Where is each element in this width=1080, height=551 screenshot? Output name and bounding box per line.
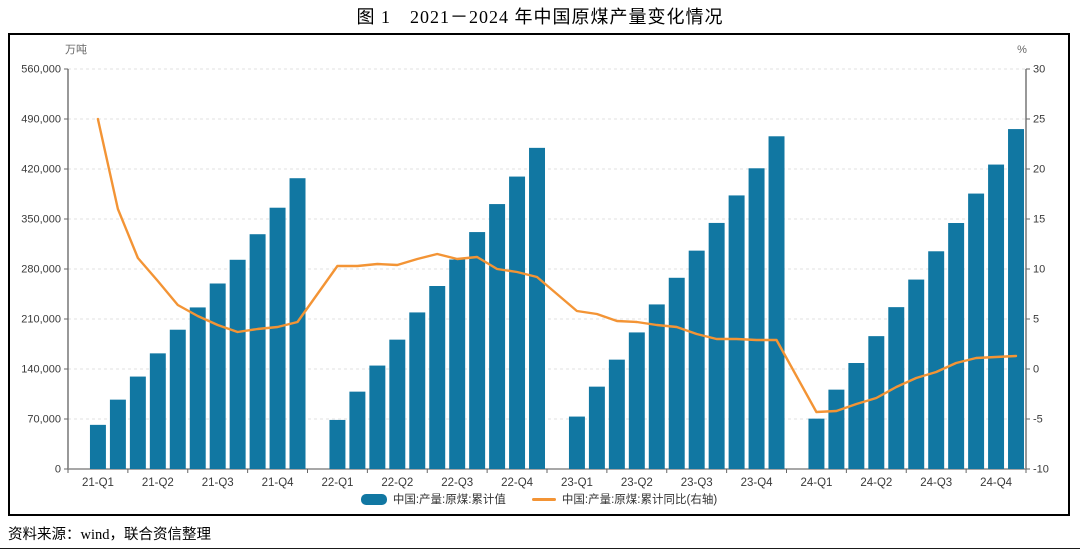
bar-series-swatch [360, 493, 387, 505]
bar-2023-02 [568, 416, 585, 469]
svg-text:22-Q2: 22-Q2 [381, 477, 413, 489]
bar-2024-02 [808, 418, 825, 469]
svg-text:22-Q4: 22-Q4 [501, 477, 534, 489]
bar-2024-04 [848, 363, 865, 469]
bar-2021-07 [189, 307, 206, 469]
bar-2024-10 [968, 193, 985, 470]
svg-text:24-Q1: 24-Q1 [800, 477, 832, 489]
svg-text:23-Q3: 23-Q3 [681, 477, 713, 489]
legend-item-yoy: 中国:产量:原煤:累计同比(右轴) [531, 491, 718, 507]
svg-text:23-Q2: 23-Q2 [621, 477, 653, 489]
svg-text:21-Q2: 21-Q2 [142, 477, 174, 489]
bars-cumulative-production [89, 129, 1025, 470]
svg-text:-10: -10 [1033, 464, 1049, 476]
bar-2022-06 [409, 312, 426, 469]
bar-2022-05 [389, 339, 406, 469]
bar-2021-12 [289, 178, 306, 469]
bar-2024-03 [828, 389, 845, 469]
bar-2021-04 [129, 376, 146, 469]
bar-2024-12 [1008, 129, 1025, 470]
bottom-divider [0, 548, 1080, 549]
svg-text:30: 30 [1033, 64, 1045, 76]
bar-2024-09 [948, 223, 965, 469]
bar-2021-02 [89, 424, 106, 469]
bar-series-label: 中国:产量:原煤:累计值 [392, 494, 506, 506]
svg-text:15: 15 [1033, 214, 1045, 226]
bar-2023-05 [628, 332, 645, 469]
svg-text:490,000: 490,000 [21, 114, 61, 126]
bar-2022-07 [429, 286, 446, 469]
bar-2023-08 [688, 250, 705, 469]
bar-2021-10 [249, 234, 266, 469]
bar-2023-12 [768, 136, 785, 469]
svg-text:0: 0 [1033, 364, 1039, 376]
svg-text:70,000: 70,000 [27, 414, 61, 426]
bar-2023-09 [708, 222, 725, 469]
figure-title: 图 1 2021－2024 年中国原煤产量变化情况 [356, 7, 724, 27]
svg-text:560,000: 560,000 [21, 64, 61, 76]
svg-text:万吨: 万吨 [65, 43, 87, 56]
legend-item-production: 中国:产量:原煤:累计值 [360, 491, 506, 507]
bar-2021-05 [149, 353, 166, 469]
axis-labels: 560,000 30 490,000 25 420,000 20 350,000 15 280,… [21, 43, 1049, 489]
bar-2021-08 [209, 283, 226, 469]
svg-text:210,000: 210,000 [21, 314, 61, 326]
bar-2022-09 [469, 232, 486, 469]
line-series-swatch [531, 497, 556, 501]
bar-2021-06 [169, 329, 186, 469]
chart-frame: 560,000 30 490,000 25 420,000 20 350,000 15 280,… [8, 33, 1070, 516]
bar-2024-07 [908, 279, 925, 469]
bar-2021-03 [109, 399, 126, 469]
svg-text:0: 0 [55, 464, 61, 476]
bar-2023-11 [748, 168, 765, 470]
svg-text:22-Q1: 22-Q1 [321, 477, 353, 489]
gridlines [68, 68, 1026, 420]
svg-text:22-Q3: 22-Q3 [441, 477, 473, 489]
svg-text:23-Q4: 23-Q4 [741, 477, 774, 489]
svg-text:24-Q2: 24-Q2 [860, 477, 892, 489]
svg-text:23-Q1: 23-Q1 [561, 477, 593, 489]
svg-text:25: 25 [1033, 114, 1045, 126]
svg-text:5: 5 [1033, 314, 1039, 326]
source-note: 资料来源：wind，联合资信整理 [8, 527, 211, 543]
bar-2022-10 [489, 204, 506, 470]
bar-2024-08 [928, 251, 945, 469]
bar-2021-09 [229, 259, 246, 469]
svg-text:20: 20 [1033, 164, 1045, 176]
axes [64, 68, 1030, 473]
bar-2022-02 [329, 419, 346, 469]
bar-2022-08 [449, 259, 466, 469]
yoy-line [96, 117, 1018, 414]
bar-2021-11 [269, 207, 286, 469]
bar-2022-04 [369, 365, 386, 469]
svg-text:280,000: 280,000 [21, 264, 61, 276]
bar-2023-10 [728, 195, 745, 469]
svg-text:10: 10 [1033, 264, 1045, 276]
bar-2023-04 [608, 359, 625, 469]
bar-2023-07 [668, 277, 685, 469]
svg-text:420,000: 420,000 [21, 164, 61, 176]
svg-text:21-Q1: 21-Q1 [82, 477, 114, 489]
bar-2022-11 [509, 176, 526, 470]
production-chart-svg: 560,000 30 490,000 25 420,000 20 350,000 15 280,… [21, 43, 1049, 489]
bar-2022-12 [529, 147, 546, 469]
bar-2023-03 [588, 386, 605, 469]
bar-2024-11 [988, 164, 1005, 470]
svg-text:21-Q4: 21-Q4 [262, 477, 295, 489]
line-series-label: 中国:产量:原煤:累计同比(右轴) [561, 494, 718, 506]
svg-text:21-Q3: 21-Q3 [202, 477, 234, 489]
svg-text:-5: -5 [1033, 414, 1043, 426]
chart-legend: 中国:产量:原煤:累计值 中国:产量:原煤:累计同比(右轴) [10, 491, 1068, 507]
svg-text:24-Q4: 24-Q4 [980, 477, 1013, 489]
svg-text:24-Q3: 24-Q3 [920, 477, 952, 489]
bar-2023-06 [648, 304, 665, 469]
svg-text:%: % [1017, 44, 1027, 56]
svg-text:350,000: 350,000 [21, 214, 61, 226]
bar-2022-03 [349, 391, 366, 469]
bar-2024-05 [868, 336, 885, 469]
svg-text:140,000: 140,000 [21, 364, 61, 376]
